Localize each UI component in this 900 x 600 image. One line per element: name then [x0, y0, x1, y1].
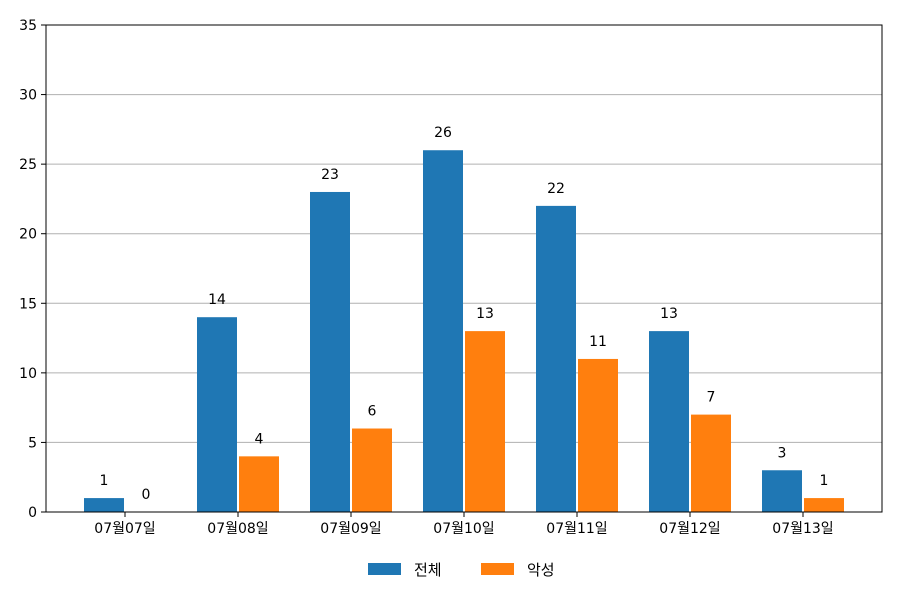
y-tick-label: 30: [19, 88, 37, 104]
bar-value-label: 11: [589, 334, 607, 350]
bar-total: [84, 498, 124, 512]
legend-swatch: [368, 563, 401, 575]
bar-value-label: 4: [255, 431, 264, 447]
bar-value-label: 0: [142, 487, 151, 503]
plot-frame: [45, 24, 883, 513]
bar-total: [762, 470, 802, 512]
bar-malicious: [578, 358, 618, 512]
x-tick-label: 07월07일: [94, 521, 155, 537]
x-tick-label: 07월13일: [772, 521, 833, 537]
bars: [84, 150, 844, 512]
bar-total: [310, 191, 350, 512]
y-tick-label: 0: [28, 505, 37, 521]
y-tick-label: 35: [19, 18, 37, 34]
legend: 전체 악성: [368, 561, 555, 579]
data-labels: 1 0 14 4 23 6 26 13 22 11 13 7 3 1: [100, 125, 829, 503]
bar-value-label: 6: [368, 404, 377, 420]
bar-malicious: [691, 414, 731, 512]
bar-total: [649, 331, 689, 512]
bar-value-label: 13: [476, 306, 494, 322]
bar-malicious: [239, 456, 279, 512]
bar-value-label: 23: [321, 167, 339, 183]
bar-total: [423, 150, 463, 512]
y-tick-label: 10: [19, 366, 37, 382]
gridlines: [46, 94, 882, 443]
y-tick-label: 20: [19, 227, 37, 243]
bar-total: [536, 205, 576, 512]
bar-malicious: [352, 428, 392, 512]
bar-value-label: 14: [208, 292, 226, 308]
legend-swatch: [481, 563, 514, 575]
legend-label: 전체: [414, 561, 442, 579]
x-tick-label: 07월12일: [659, 521, 720, 537]
bar-value-label: 1: [820, 473, 829, 489]
bar-malicious: [465, 331, 505, 512]
bar-total: [197, 317, 237, 512]
x-tick-label: 07월11일: [546, 521, 607, 537]
bar-value-label: 7: [707, 390, 716, 406]
bar-value-label: 26: [434, 125, 452, 141]
legend-label: 악성: [527, 561, 555, 579]
x-tick-label: 07월10일: [433, 521, 494, 537]
y-tick-label: 25: [19, 157, 37, 173]
bar-value-label: 22: [547, 181, 565, 197]
bar-malicious: [804, 498, 844, 512]
bar-value-label: 3: [778, 445, 787, 461]
x-tick-label: 07월09일: [320, 521, 381, 537]
y-tick-label: 15: [19, 296, 37, 312]
x-tick-label: 07월08일: [207, 521, 268, 537]
bar-value-label: 13: [660, 306, 678, 322]
y-tick-label: 5: [28, 435, 37, 451]
bar-value-label: 1: [100, 473, 109, 489]
